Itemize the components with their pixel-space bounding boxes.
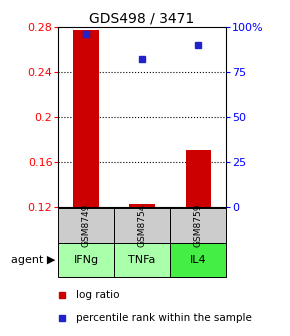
Text: GSM8759: GSM8759 — [194, 204, 203, 247]
Text: TNFa: TNFa — [128, 255, 156, 265]
Bar — [186, 151, 211, 207]
Bar — [73, 30, 99, 207]
Bar — [58, 208, 114, 243]
Bar — [114, 243, 170, 277]
Text: IFNg: IFNg — [73, 255, 99, 265]
Text: GSM8754: GSM8754 — [137, 204, 147, 247]
Text: GSM8749: GSM8749 — [81, 204, 90, 247]
Bar — [114, 208, 170, 243]
Bar — [170, 243, 226, 277]
Text: log ratio: log ratio — [76, 290, 119, 299]
Bar — [58, 243, 114, 277]
Text: IL4: IL4 — [190, 255, 206, 265]
Text: percentile rank within the sample: percentile rank within the sample — [76, 313, 252, 323]
Bar — [170, 208, 226, 243]
Bar — [130, 204, 155, 207]
Title: GDS498 / 3471: GDS498 / 3471 — [90, 12, 195, 26]
Text: agent ▶: agent ▶ — [11, 255, 55, 265]
